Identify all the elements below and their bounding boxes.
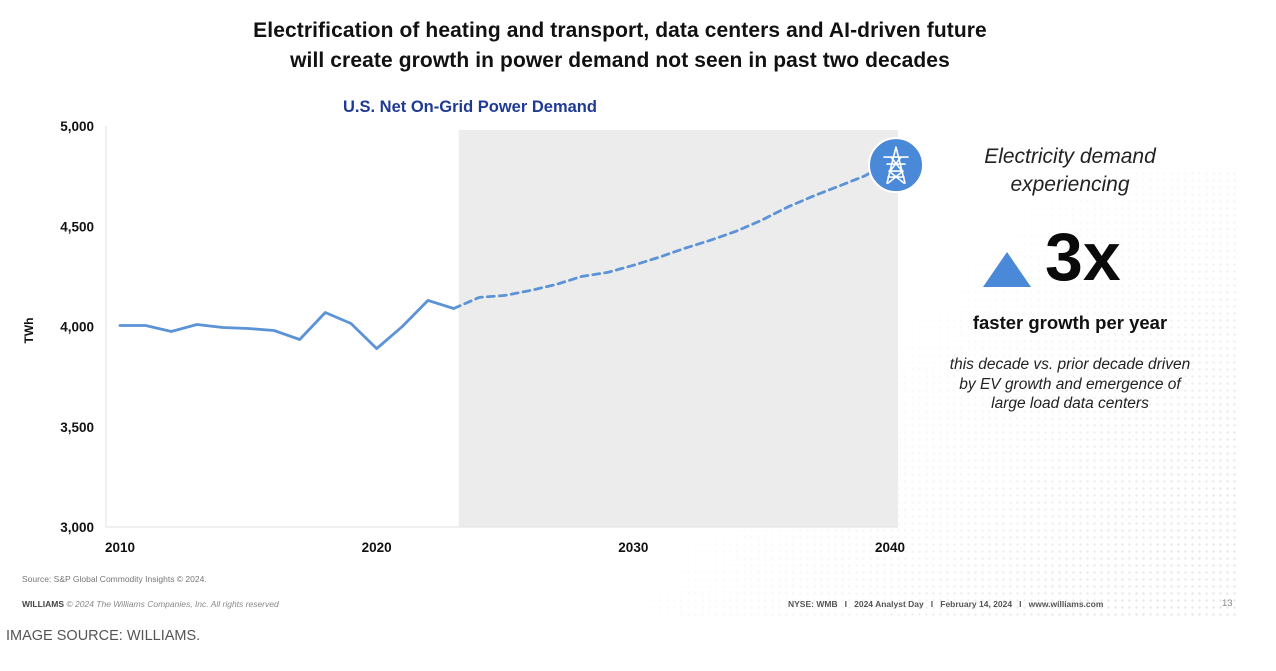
x-tick-label: 2030 [618, 540, 648, 555]
line-chart: 5,000 4,500 4,000 3,500 3,000 2010 2020 2030 204… [22, 119, 924, 555]
image-source-caption: IMAGE SOURCE: WILLIAMS. [6, 628, 201, 644]
chart-title: U.S. Net On-Grid Power Demand [343, 98, 597, 116]
source-note: Source: S&P Global Commodity Insights © … [22, 574, 207, 584]
copyright-text: © 2024 The Williams Companies, Inc. All … [66, 599, 279, 609]
x-tick-label: 2010 [105, 540, 135, 555]
power-tower-icon-glyph [883, 146, 909, 184]
y-tick-label: 3,000 [60, 520, 94, 535]
side-text-demand: Electricity demand experiencing [984, 145, 1156, 196]
brand-name: WILLIAMS [22, 599, 65, 609]
y-tick-label: 3,500 [60, 420, 94, 435]
footer-copyright: WILLIAMS © 2024 The Williams Companies, … [22, 599, 279, 609]
y-tick-label: 4,500 [60, 219, 94, 234]
up-triangle-icon [983, 252, 1031, 287]
forecast-series-line [452, 160, 892, 310]
y-tick-label: 4,000 [60, 320, 94, 335]
historical-series-line [118, 298, 456, 351]
y-tick-label: 5,000 [60, 119, 94, 134]
multiplier-text: 3x [1045, 219, 1121, 295]
forecast-shade [458, 130, 898, 527]
slide-title-line-1: Electrification of heating and transport… [253, 19, 987, 42]
page-number: 13 [1222, 598, 1233, 609]
x-tick-label: 2040 [875, 540, 905, 555]
power-tower-icon [868, 137, 924, 194]
side-text-explanation: this decade vs. prior decade driven by E… [949, 356, 1191, 412]
side-text-growth: faster growth per year [972, 312, 1168, 333]
footer-info: NYSE: WMB I 2024 Analyst Day I February … [788, 599, 1104, 609]
x-tick-label: 2020 [362, 540, 392, 555]
y-axis-label: TWh [22, 318, 36, 344]
slide-title-line-2: will create growth in power demand not s… [290, 49, 950, 72]
slide: Electrification of heating and transport… [22, 19, 1240, 620]
